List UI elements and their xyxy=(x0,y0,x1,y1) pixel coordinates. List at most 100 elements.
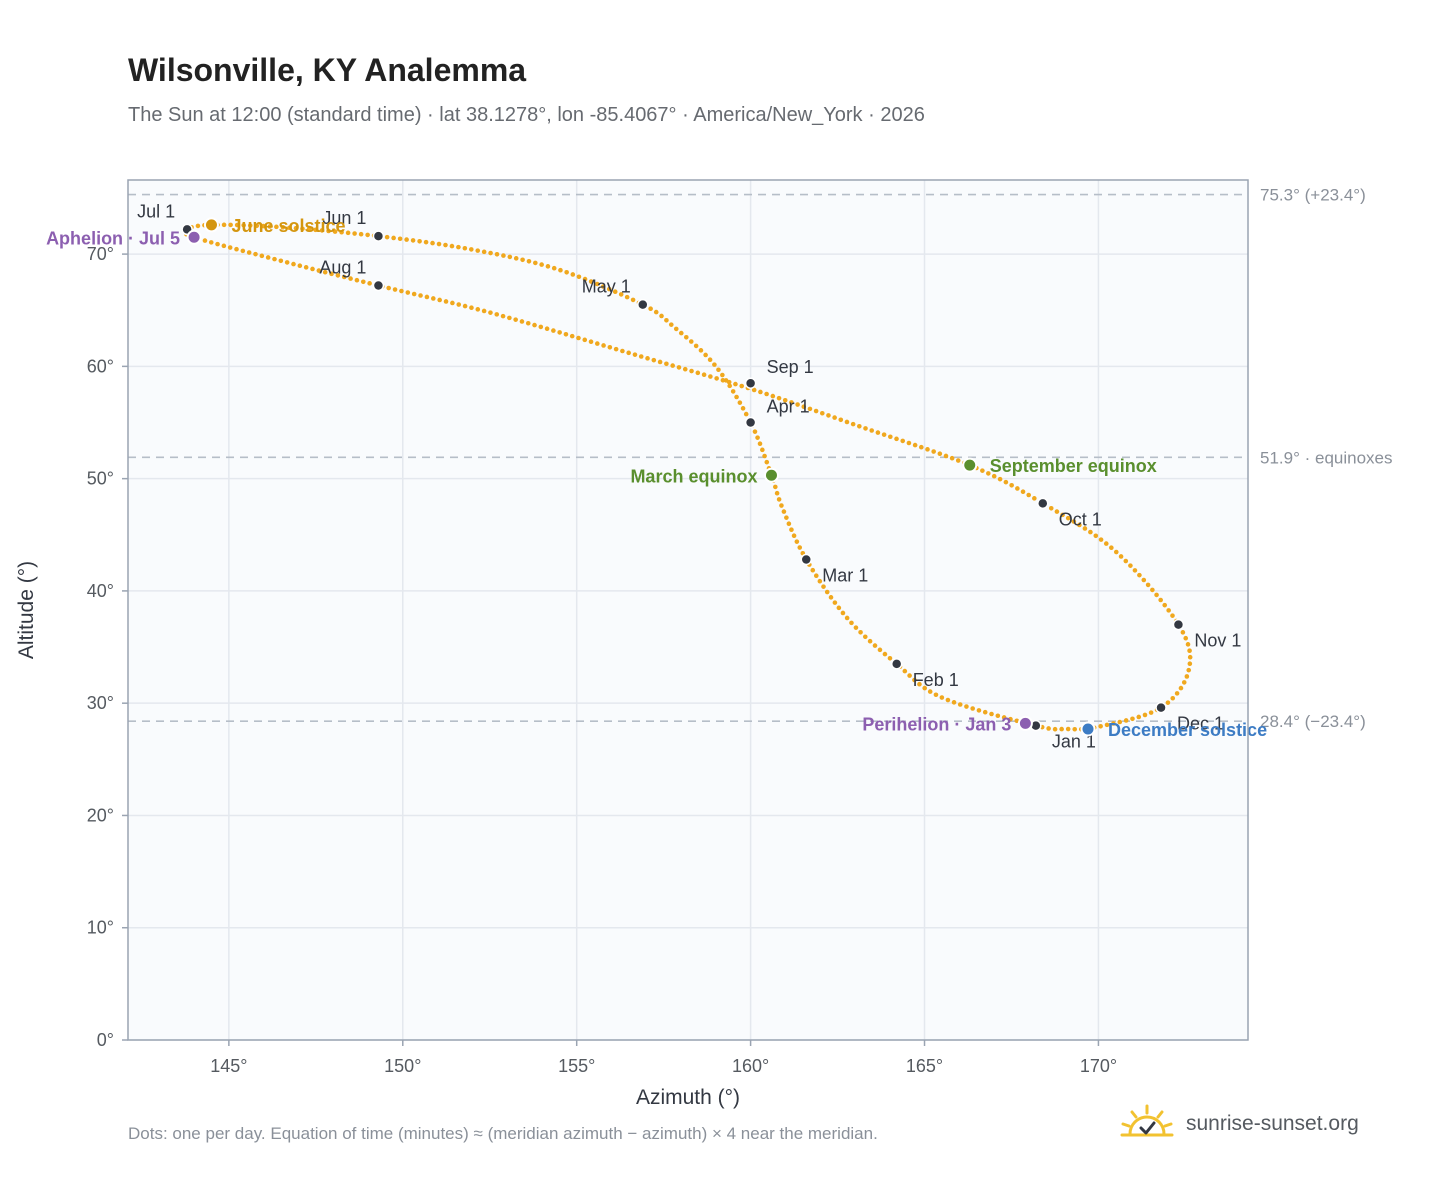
day-dot xyxy=(551,265,557,271)
day-dot xyxy=(397,236,403,242)
day-dot xyxy=(494,312,500,317)
day-dot xyxy=(819,410,825,416)
day-dot xyxy=(734,394,739,400)
day-dot xyxy=(358,231,364,237)
day-dot xyxy=(475,248,481,253)
day-dot xyxy=(569,333,575,339)
day-dot xyxy=(469,305,474,310)
day-dot xyxy=(265,255,271,260)
day-dot xyxy=(1174,691,1180,696)
day-dot xyxy=(945,697,951,703)
reference-lines: 75.3° (+23.4°) 51.9° · equinoxes 28.4° (−2… xyxy=(128,186,1393,731)
day-dot xyxy=(352,231,357,236)
event-label: June solstice xyxy=(231,216,345,236)
day-dot xyxy=(280,224,286,230)
day-dot xyxy=(405,290,411,295)
day-dot xyxy=(1003,479,1009,485)
x-tick-label: 155° xyxy=(558,1056,595,1076)
chart-title: Wilsonville, KY Analemma xyxy=(128,52,527,88)
day-dot xyxy=(797,545,803,550)
y-tick-label: 50° xyxy=(87,469,114,489)
day-dot xyxy=(1187,654,1193,660)
day-dot xyxy=(907,673,912,678)
day-dot xyxy=(739,383,744,389)
day-dot xyxy=(319,228,325,233)
month-label: Jul 1 xyxy=(137,201,175,221)
day-dot xyxy=(253,251,258,257)
day-dot xyxy=(991,473,997,479)
day-dot xyxy=(313,227,318,233)
day-dot xyxy=(436,241,442,247)
day-dot xyxy=(1183,635,1189,641)
day-dot xyxy=(293,225,299,231)
day-dot xyxy=(789,527,794,533)
day-dot xyxy=(730,389,736,394)
day-dot xyxy=(673,326,679,332)
day-dot xyxy=(1180,630,1186,635)
day-dot xyxy=(326,228,331,234)
day-dot xyxy=(582,337,588,343)
day-dot xyxy=(1052,726,1058,732)
day-dot xyxy=(539,262,544,267)
day-dot xyxy=(727,383,732,389)
day-dot xyxy=(937,451,943,457)
event-label: September equinox xyxy=(990,456,1157,476)
day-dot xyxy=(1132,568,1138,573)
month-marker xyxy=(1037,497,1049,510)
day-dot xyxy=(857,423,862,429)
day-dot xyxy=(345,230,351,236)
brand-link[interactable]: sunrise-sunset.org xyxy=(1120,1102,1359,1146)
day-dot xyxy=(202,238,208,243)
day-dot xyxy=(551,328,556,333)
day-dot xyxy=(594,281,600,287)
day-dot xyxy=(533,260,538,266)
day-dot xyxy=(297,263,303,269)
day-dot xyxy=(877,647,883,653)
day-dot xyxy=(813,408,819,414)
day-dot xyxy=(1185,642,1191,647)
day-dot xyxy=(430,240,435,246)
day-dot xyxy=(781,509,787,514)
day-dot xyxy=(1088,529,1093,535)
day-dot xyxy=(1071,519,1077,524)
day-dot xyxy=(824,589,830,595)
day-dot xyxy=(287,225,292,231)
day-dot xyxy=(601,343,606,348)
day-dot xyxy=(982,709,988,715)
day-dot xyxy=(1059,726,1064,732)
footnote: Dots: one per day. Equation of time (min… xyxy=(128,1124,878,1143)
day-dot xyxy=(423,239,429,245)
day-dot xyxy=(801,404,807,410)
day-dot xyxy=(832,415,837,420)
day-dot xyxy=(970,706,975,711)
day-dot xyxy=(335,273,341,278)
reference-line-label: 28.4° (−23.4°) xyxy=(1260,712,1366,731)
day-dot xyxy=(310,266,315,272)
day-dot xyxy=(606,286,612,292)
day-dot xyxy=(588,279,594,284)
y-axis-label: Altitude (°) xyxy=(15,561,38,659)
x-tick-label: 165° xyxy=(906,1056,943,1076)
day-dot xyxy=(501,253,506,258)
day-dot xyxy=(545,264,551,269)
day-dot xyxy=(807,406,813,412)
day-dot xyxy=(695,370,701,376)
day-dot xyxy=(1046,726,1051,731)
event-marker xyxy=(1080,721,1096,737)
day-dot xyxy=(620,348,625,354)
day-dot xyxy=(384,234,390,240)
day-dot xyxy=(964,704,969,709)
day-dot xyxy=(306,226,312,232)
day-dot xyxy=(221,243,227,249)
day-dot xyxy=(980,468,985,473)
day-dot xyxy=(456,244,461,250)
day-dot xyxy=(354,277,360,283)
event-label: March equinox xyxy=(630,466,757,486)
day-dot xyxy=(716,367,721,373)
month-label: Oct 1 xyxy=(1059,509,1102,529)
day-dot xyxy=(740,406,746,411)
day-dot xyxy=(576,274,582,280)
day-dot xyxy=(887,655,893,661)
day-dot xyxy=(520,257,525,263)
